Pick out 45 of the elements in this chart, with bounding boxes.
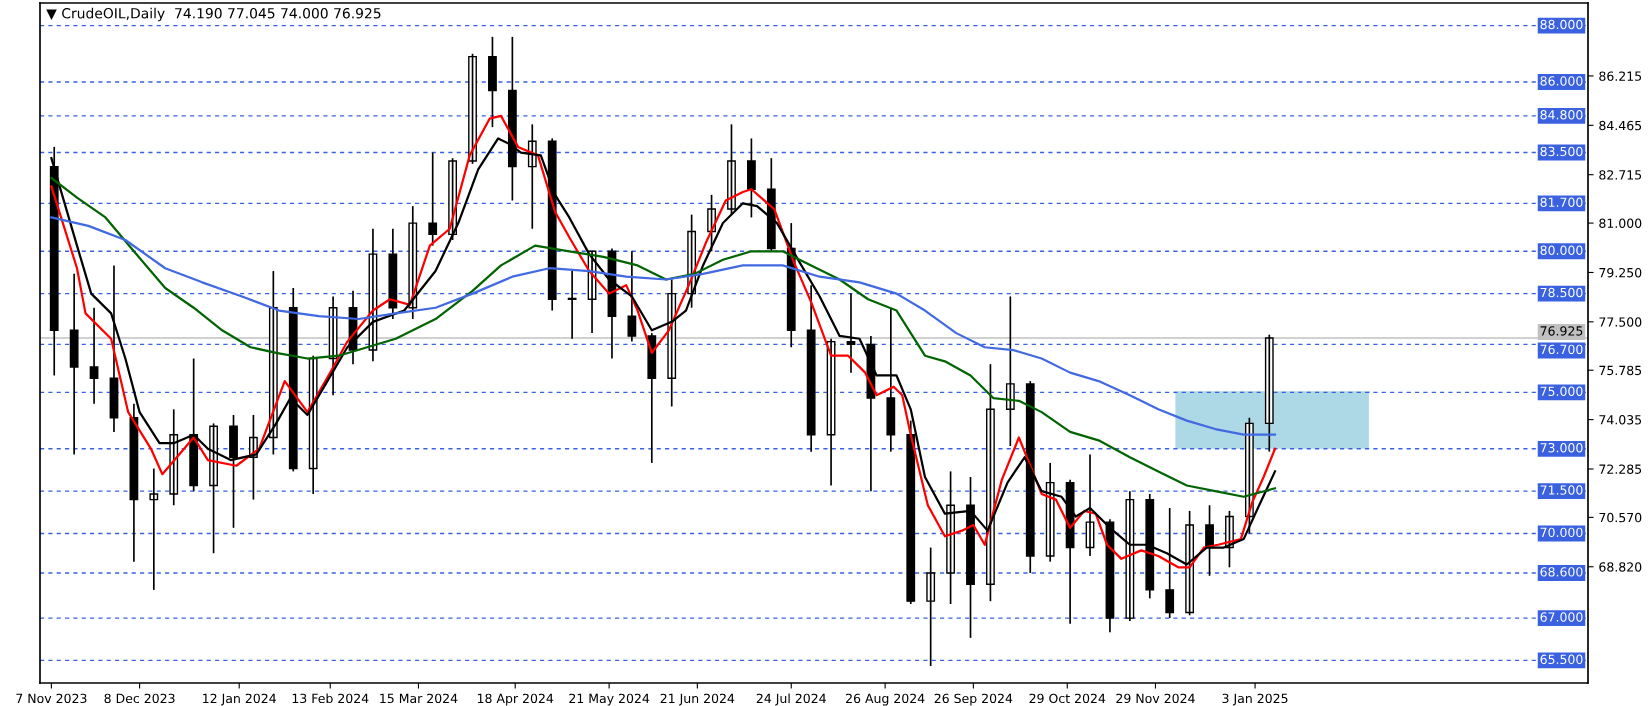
ref-line-label: 68.600 xyxy=(1540,567,1583,577)
ref-line-label: 71.500 xyxy=(1540,485,1583,495)
x-tick-label: 21 May 2024 xyxy=(569,693,650,706)
ref-line-label: 65.500 xyxy=(1540,654,1583,665)
ref-line-label: 83.500 xyxy=(1540,146,1583,157)
x-tick-label: 3 Jan 2025 xyxy=(1222,693,1288,706)
y-tick-label: 72.285 xyxy=(1599,464,1642,474)
x-tick-label: 29 Nov 2024 xyxy=(1116,693,1195,704)
candlestick xyxy=(488,36,497,128)
x-tick-label: 18 Apr 2024 xyxy=(477,693,554,706)
x-tick-label: 26 Aug 2024 xyxy=(846,693,925,706)
ref-line-label: 67.000 xyxy=(1540,612,1583,622)
ref-line-label: 76.925 xyxy=(1540,326,1583,336)
x-tick-label: 7 Nov 2023 xyxy=(16,693,87,704)
y-tick-label: 84.465 xyxy=(1599,120,1642,131)
x-tick-label: 13 Feb 2024 xyxy=(292,693,369,704)
ref-line-label: 86.000 xyxy=(1540,76,1583,86)
candlestick xyxy=(229,414,238,529)
ref-line-label: 76.700 xyxy=(1540,344,1583,355)
ref-line-label: 80.000 xyxy=(1540,245,1583,255)
y-tick-label: 79.250 xyxy=(1599,267,1642,278)
x-tick-label: 21 Jun 2024 xyxy=(660,693,735,706)
ref-line-label: 73.000 xyxy=(1540,442,1583,453)
y-tick-label: 77.500 xyxy=(1599,317,1642,327)
y-tick-label: 75.785 xyxy=(1599,365,1642,376)
y-tick-label: 86.215 xyxy=(1599,71,1642,81)
y-tick-label: 70.570 xyxy=(1599,512,1642,523)
x-tick-label: 12 Jan 2024 xyxy=(203,693,276,706)
x-tick-label: 26 Sep 2024 xyxy=(934,693,1013,706)
line-series xyxy=(50,176,1277,498)
y-tick-label: 74.035 xyxy=(1599,415,1642,425)
x-tick-label: 15 Mar 2024 xyxy=(380,693,458,704)
y-tick-label: 81.000 xyxy=(1599,218,1642,229)
ref-line-label: 75.000 xyxy=(1540,386,1583,396)
x-tick-label: 8 Dec 2023 xyxy=(104,693,175,704)
y-tick-label: 68.820 xyxy=(1599,562,1642,572)
ref-line-label: 88.000 xyxy=(1540,19,1583,30)
ref-line-label: 81.700 xyxy=(1540,197,1583,207)
x-tick-label: 29 Oct 2024 xyxy=(1029,693,1106,704)
ref-line-label: 70.000 xyxy=(1540,527,1583,538)
x-tick-label: 24 Jul 2024 xyxy=(756,693,826,706)
chart-title: ▼ CrudeOIL,Daily 74.190 77.045 74.000 76.925 xyxy=(46,7,381,22)
y-tick-label: 82.715 xyxy=(1599,170,1642,180)
ref-line-label: 78.500 xyxy=(1540,287,1583,298)
ref-line-label: 84.800 xyxy=(1540,110,1583,120)
